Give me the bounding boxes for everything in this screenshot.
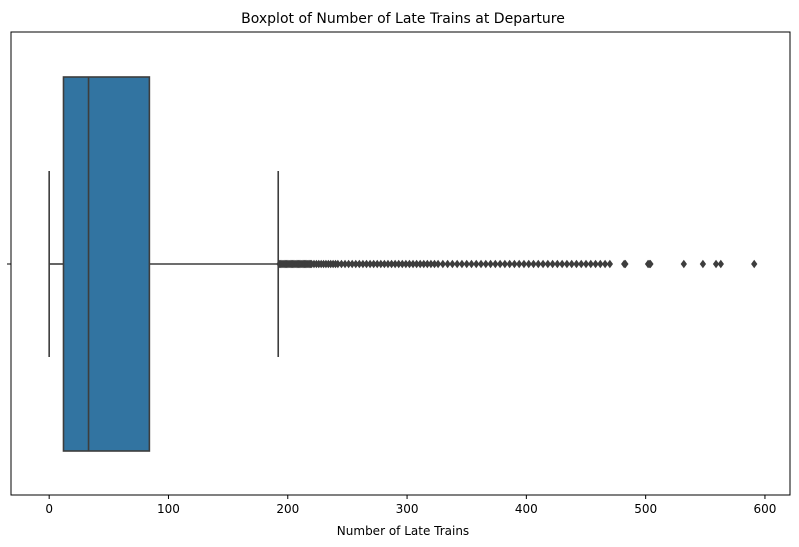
outlier-point xyxy=(349,259,356,269)
outlier-point xyxy=(384,259,392,269)
outlier-point xyxy=(399,259,406,269)
outlier-point xyxy=(366,259,374,269)
x-tick-label: 100 xyxy=(157,502,180,516)
outlier-point xyxy=(601,259,609,269)
outlier-point xyxy=(341,259,349,269)
outlier-point xyxy=(582,259,590,269)
outlier-point xyxy=(402,259,410,269)
outlier-point xyxy=(477,259,485,269)
outlier-point xyxy=(463,259,470,269)
outlier-point xyxy=(554,259,561,269)
outlier-point xyxy=(424,259,431,269)
outlier-point xyxy=(751,259,758,269)
outlier-point xyxy=(413,259,420,269)
outlier-point xyxy=(501,259,509,269)
outlier-point xyxy=(395,259,402,269)
outlier-point xyxy=(391,259,399,269)
outlier-point xyxy=(492,259,499,269)
outlier-point xyxy=(334,259,342,269)
x-tick-label: 200 xyxy=(276,502,299,516)
outlier-point xyxy=(381,259,388,269)
outlier-point xyxy=(516,259,523,269)
outlier-point xyxy=(520,259,528,269)
outlier-point xyxy=(525,259,532,269)
outlier-point xyxy=(606,259,614,269)
outlier-point xyxy=(530,259,537,269)
outlier-point xyxy=(449,259,456,269)
x-tick-label: 300 xyxy=(396,502,419,516)
outlier-point xyxy=(388,259,395,269)
outlier-point xyxy=(592,259,599,269)
outlier-point xyxy=(338,259,345,269)
outlier-point xyxy=(573,259,580,269)
outlier-point xyxy=(587,259,594,269)
outlier-point xyxy=(487,259,494,269)
iqr-box xyxy=(62,76,151,452)
outlier-point xyxy=(544,259,551,269)
outlier-point xyxy=(535,259,542,269)
outlier-point xyxy=(352,259,359,269)
outlier-point xyxy=(511,259,518,269)
outlier-point xyxy=(473,259,480,269)
chart-title: Boxplot of Number of Late Trains at Depa… xyxy=(241,11,565,27)
outlier-point xyxy=(356,259,363,269)
x-tick-label: 600 xyxy=(753,502,776,516)
outlier-point xyxy=(439,259,446,269)
outlier-point xyxy=(431,259,438,269)
outlier-point xyxy=(434,259,442,269)
outlier-point xyxy=(359,259,367,269)
outlier-point xyxy=(539,259,547,269)
outlier-point xyxy=(597,259,604,269)
outlier-point xyxy=(578,259,585,269)
outlier-point xyxy=(622,259,629,269)
outlier-point xyxy=(568,259,575,269)
outlier-point xyxy=(427,259,435,269)
plot-area xyxy=(48,76,758,452)
outlier-point xyxy=(482,259,489,269)
outlier-point xyxy=(409,259,417,269)
outlier-point xyxy=(699,259,707,269)
x-tick-label: 0 xyxy=(45,502,53,516)
outlier-point xyxy=(680,259,687,269)
outlier-point xyxy=(406,259,413,269)
x-tick-label: 500 xyxy=(634,502,657,516)
x-tick-label: 400 xyxy=(515,502,538,516)
outlier-points xyxy=(276,259,758,269)
outlier-point xyxy=(563,259,571,269)
outlier-point xyxy=(558,259,566,269)
outlier-point xyxy=(377,259,384,269)
outlier-point xyxy=(647,259,654,269)
outlier-point xyxy=(417,259,424,269)
x-axis-label: Number of Late Trains xyxy=(337,524,469,538)
outlier-point xyxy=(345,259,352,269)
outlier-point xyxy=(458,259,466,269)
outlier-point xyxy=(549,259,556,269)
outlier-point xyxy=(370,259,377,269)
outlier-point xyxy=(506,259,513,269)
outlier-point xyxy=(712,259,720,269)
outlier-point xyxy=(444,259,451,269)
outlier-point xyxy=(496,259,504,269)
outlier-point xyxy=(717,259,724,269)
x-axis-ticks: 0 100 200 300 400 500 600 xyxy=(45,495,776,516)
outlier-point xyxy=(363,259,370,269)
outlier-point xyxy=(420,259,427,269)
outlier-point xyxy=(374,259,381,269)
outlier-point xyxy=(468,259,475,269)
outlier-point xyxy=(454,259,461,269)
